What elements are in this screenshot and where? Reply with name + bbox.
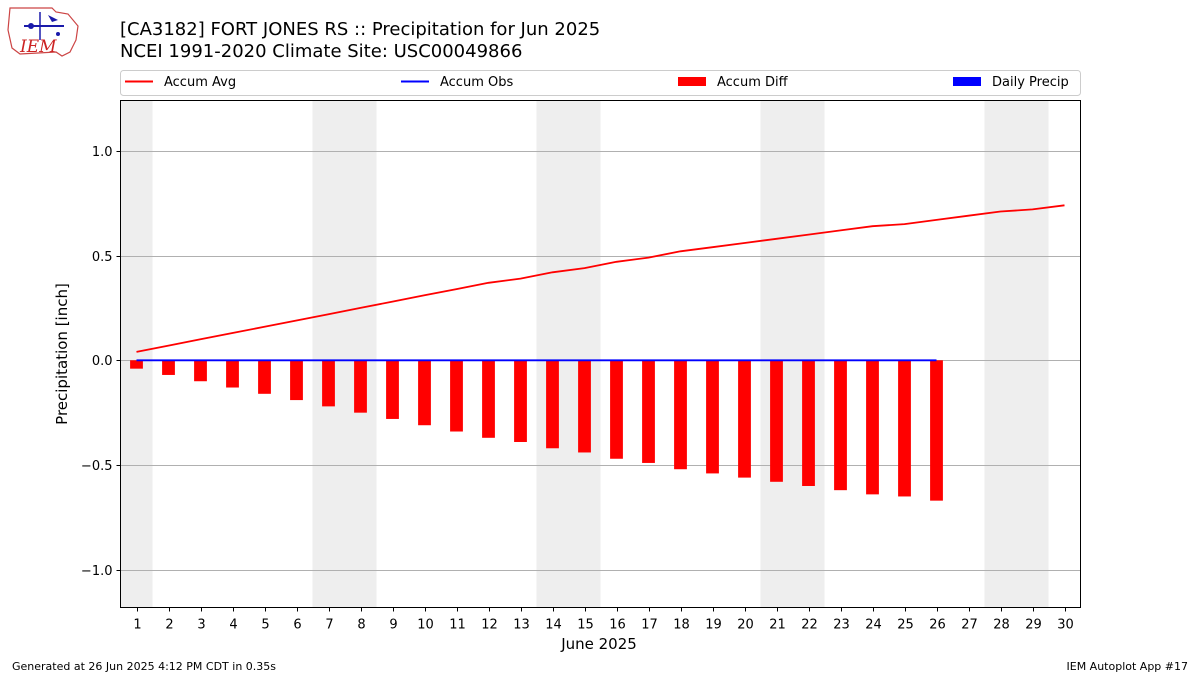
weekend-shade [120, 100, 153, 608]
x-tick-label: 5 [261, 618, 269, 633]
legend-daily-precip-label: Daily Precip [992, 75, 1069, 90]
bar-accum-diff [834, 360, 847, 491]
bar-accum-diff [578, 360, 591, 453]
x-tick-label: 28 [993, 618, 1010, 633]
weekend-shade [760, 100, 825, 608]
legend-accum-diff-swatch [678, 77, 706, 86]
legend-accum-diff-label: Accum Diff [717, 75, 789, 90]
bar-accum-diff [322, 360, 335, 407]
footer-generated: Generated at 26 Jun 2025 4:12 PM CDT in … [12, 660, 276, 673]
bar-accum-diff [706, 360, 719, 474]
bar-accum-diff [930, 360, 943, 501]
x-tick-label: 30 [1057, 618, 1074, 633]
x-axis-label: June 2025 [560, 635, 637, 653]
y-tick-label: −1.0 [81, 564, 113, 579]
weekend-shade [536, 100, 601, 608]
x-tick-label: 7 [325, 618, 333, 633]
bar-accum-diff [738, 360, 751, 478]
x-tick-label: 9 [389, 618, 397, 633]
bar-accum-diff [610, 360, 623, 459]
x-tick-label: 17 [641, 618, 658, 633]
bar-accum-diff [802, 360, 815, 486]
y-axis-label: Precipitation [inch] [53, 283, 71, 425]
x-tick-label: 26 [929, 618, 946, 633]
x-tick-label: 19 [705, 618, 722, 633]
x-tick-label: 25 [897, 618, 914, 633]
x-tick-label: 4 [229, 618, 237, 633]
legend-daily-precip-swatch [953, 77, 981, 86]
legend-accum-avg-label: Accum Avg [164, 75, 236, 90]
x-tick-label: 27 [961, 618, 978, 633]
bar-accum-diff [354, 360, 367, 413]
chart-subtitle: NCEI 1991-2020 Climate Site: USC00049866 [120, 41, 522, 62]
x-tick-label: 12 [481, 618, 498, 633]
x-tick-label: 14 [545, 618, 562, 633]
bar-accum-diff [898, 360, 911, 497]
x-tick-label: 8 [357, 618, 365, 633]
bar-accum-diff [546, 360, 559, 449]
x-tick-label: 29 [1025, 618, 1042, 633]
x-tick-label: 23 [833, 618, 850, 633]
x-tick-label: 1 [133, 618, 141, 633]
bar-accum-diff [642, 360, 655, 463]
weekend-shade [312, 100, 377, 608]
bar-accum-diff [386, 360, 399, 419]
x-tick-label: 3 [197, 618, 205, 633]
x-tick-label: 11 [449, 618, 466, 633]
bar-accum-diff [866, 360, 879, 495]
chart-title: [CA3182] FORT JONES RS :: Precipitation … [120, 19, 600, 40]
legend-accum-obs-label: Accum Obs [440, 75, 513, 90]
bar-accum-diff [226, 360, 239, 388]
bar-accum-diff [194, 360, 207, 382]
bar-accum-diff [514, 360, 527, 442]
bar-accum-diff [130, 360, 143, 369]
legend: Accum Avg Accum Obs Accum Diff Daily Precip [120, 70, 1081, 96]
y-tick-label: 1.0 [92, 145, 113, 160]
bar-accum-diff [258, 360, 271, 394]
x-tick-label: 20 [737, 618, 754, 633]
x-tick-label: 21 [769, 618, 786, 633]
y-tick-label: −0.5 [81, 459, 113, 474]
bar-accum-diff [450, 360, 463, 432]
weekend-shade [984, 100, 1049, 608]
x-tick-label: 15 [577, 618, 594, 633]
x-tick-label: 16 [609, 618, 626, 633]
x-tick-label: 2 [165, 618, 173, 633]
bar-accum-diff [674, 360, 687, 470]
bar-accum-diff [290, 360, 303, 401]
iem-logo: IEM [7, 7, 79, 57]
bar-accum-diff [482, 360, 495, 438]
x-tick-label: 22 [801, 618, 818, 633]
x-tick-label: 6 [293, 618, 301, 633]
y-tick-label: 0.0 [92, 354, 113, 369]
line-accum-avg [136, 204, 1065, 353]
bar-accum-diff [770, 360, 783, 482]
bar-accum-diff [418, 360, 431, 426]
bar-accum-diff [162, 360, 175, 375]
x-tick-label: 18 [673, 618, 690, 633]
logo-text: IEM [19, 37, 57, 57]
x-tick-label: 24 [865, 618, 882, 633]
y-tick-label: 0.5 [92, 250, 113, 265]
plot-frame [120, 100, 1081, 608]
x-tick-label: 10 [417, 618, 434, 633]
x-tick-label: 13 [513, 618, 530, 633]
footer-app: IEM Autoplot App #17 [1067, 660, 1189, 673]
